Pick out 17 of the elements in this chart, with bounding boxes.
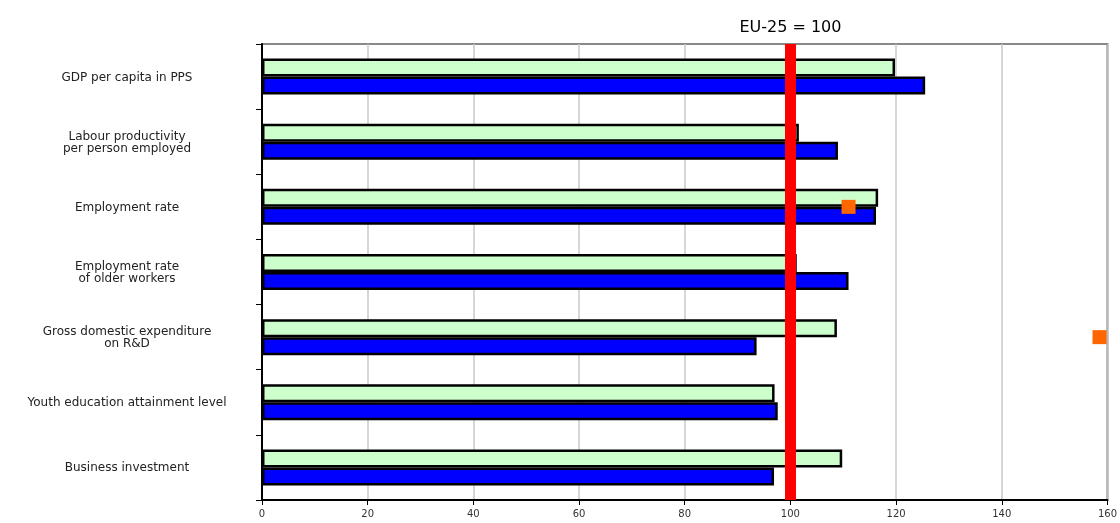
x-tick-label: 40 — [467, 507, 480, 519]
x-tick-label: 160 — [1097, 507, 1117, 519]
x-tick-label: 80 — [678, 507, 692, 519]
y-tick-label: Employment rate — [74, 199, 180, 214]
x-tick-label: 0 — [258, 507, 266, 519]
x-tick-label: 60 — [572, 507, 586, 519]
y-tick-label: Business investment — [64, 460, 190, 475]
x-tick-label: 20 — [361, 507, 375, 519]
y-tick-label: Labour productivity per person employed — [62, 128, 192, 155]
y-tick-label: Youth education attainment level — [26, 395, 227, 410]
y-tick-label: Gross domestic expenditure on R&D — [42, 324, 212, 351]
x-tick-label: 120 — [886, 507, 906, 519]
ref-line-label: EU-25 = 100 — [739, 16, 842, 36]
y-tick-label: Employment rate of older workers — [74, 259, 180, 285]
x-tick-label: 100 — [780, 507, 800, 519]
y-tick-label: GDP per capita in PPS — [61, 69, 193, 84]
x-tick-label: 140 — [992, 507, 1012, 519]
